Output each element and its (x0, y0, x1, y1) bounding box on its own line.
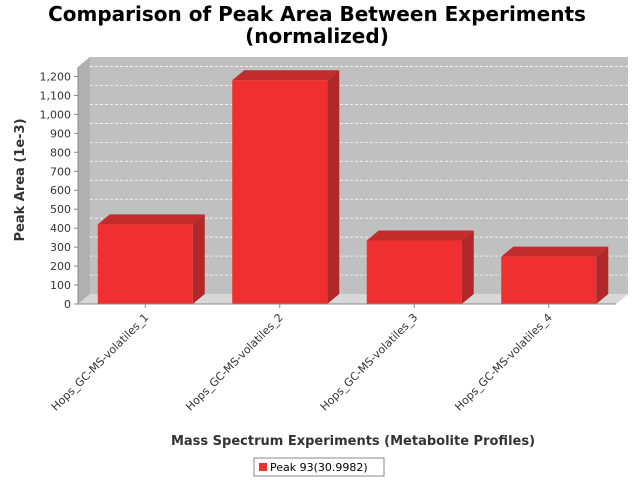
x-tick-label: Hops_GC-MS-volatiles_3 (318, 311, 421, 414)
y-tick-label: 0 (64, 298, 71, 311)
y-tick-label: 800 (50, 146, 71, 159)
bar-top (501, 246, 609, 257)
bar-top (232, 70, 340, 81)
x-axis: Hops_GC-MS-volatiles_1 Hops_GC-MS-volatil… (49, 303, 616, 414)
bar (97, 214, 205, 304)
y-tick-label: 1,100 (40, 89, 72, 102)
x-tick-label: Hops_GC-MS-volatiles_4 (452, 311, 555, 414)
bar-side (327, 70, 340, 304)
y-tick-label: 1,000 (40, 108, 72, 121)
bar-top (97, 214, 205, 225)
bar (366, 230, 474, 304)
bars (97, 70, 609, 304)
y-axis-label: Peak Area (1e-3) (13, 118, 28, 241)
x-axis-label: Mass Spectrum Experiments (Metabolite Pr… (171, 434, 535, 449)
plot-floor (78, 294, 628, 304)
bar-front (501, 256, 597, 304)
chart-title-line-2: (normalized) (245, 24, 389, 48)
plot-side-wall (78, 57, 90, 304)
bar-side (596, 246, 609, 304)
y-tick-label: 400 (50, 222, 71, 235)
bar-side (461, 230, 474, 304)
y-tick-label: 900 (50, 127, 71, 140)
y-tick-label: 1,200 (40, 70, 72, 83)
y-tick-label: 300 (50, 241, 71, 254)
legend: Peak 93(30.9982) (253, 457, 385, 477)
bar-side (192, 214, 205, 304)
legend-entry: Peak 93(30.9982) (270, 461, 368, 474)
y-tick-label: 600 (50, 184, 71, 197)
chart-title-line-1: Comparison of Peak Area Between Experime… (48, 2, 586, 26)
y-axis: 0 100 200 300 400 500 600 700 800 900 1,000 1,100 1,… (40, 67, 79, 311)
x-tick-label: Hops_GC-MS-volatiles_1 (49, 311, 152, 414)
bar (232, 70, 340, 304)
legend-box (253, 457, 385, 477)
chart-title: Comparison of Peak Area Between Experime… (48, 2, 586, 48)
y-tick-label: 500 (50, 203, 71, 216)
bar-front (232, 80, 328, 304)
bar-front (97, 224, 193, 304)
y-tick-label: 100 (50, 279, 71, 292)
y-tick-label: 700 (50, 165, 71, 178)
y-tick-label: 200 (50, 260, 71, 273)
bar-front (366, 240, 462, 304)
bar-top (366, 230, 474, 241)
bar (501, 246, 609, 304)
x-tick-label: Hops_GC-MS-volatiles_2 (183, 311, 286, 414)
legend-swatch (259, 463, 267, 471)
